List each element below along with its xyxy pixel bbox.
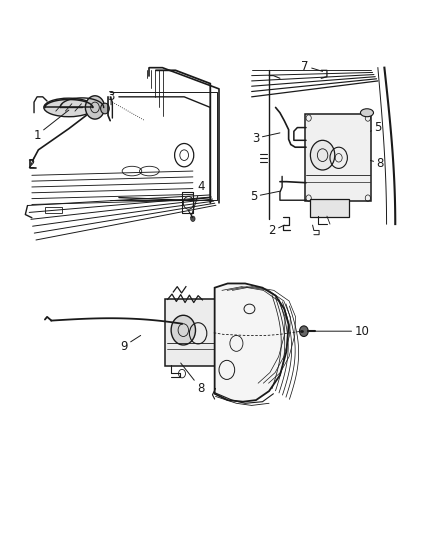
Text: 5: 5 (371, 121, 381, 134)
Text: 1: 1 (33, 110, 69, 141)
Text: 10: 10 (308, 325, 369, 338)
Text: 9: 9 (120, 335, 141, 352)
Text: 3: 3 (107, 90, 115, 105)
Circle shape (311, 140, 335, 170)
Text: 5: 5 (250, 190, 280, 203)
Ellipse shape (44, 98, 94, 117)
Circle shape (171, 316, 195, 345)
Polygon shape (215, 284, 289, 402)
FancyBboxPatch shape (166, 300, 215, 366)
FancyBboxPatch shape (310, 199, 349, 216)
Circle shape (101, 103, 110, 114)
Circle shape (85, 96, 105, 119)
Circle shape (191, 216, 195, 221)
Text: 8: 8 (371, 157, 384, 169)
Text: 4: 4 (191, 181, 205, 217)
Ellipse shape (360, 109, 374, 117)
Text: 2: 2 (27, 158, 35, 171)
Text: 7: 7 (301, 60, 322, 72)
Circle shape (300, 326, 308, 336)
FancyBboxPatch shape (305, 114, 371, 201)
Text: 3: 3 (252, 132, 280, 144)
Text: 8: 8 (181, 363, 205, 395)
Text: 2: 2 (268, 224, 284, 238)
